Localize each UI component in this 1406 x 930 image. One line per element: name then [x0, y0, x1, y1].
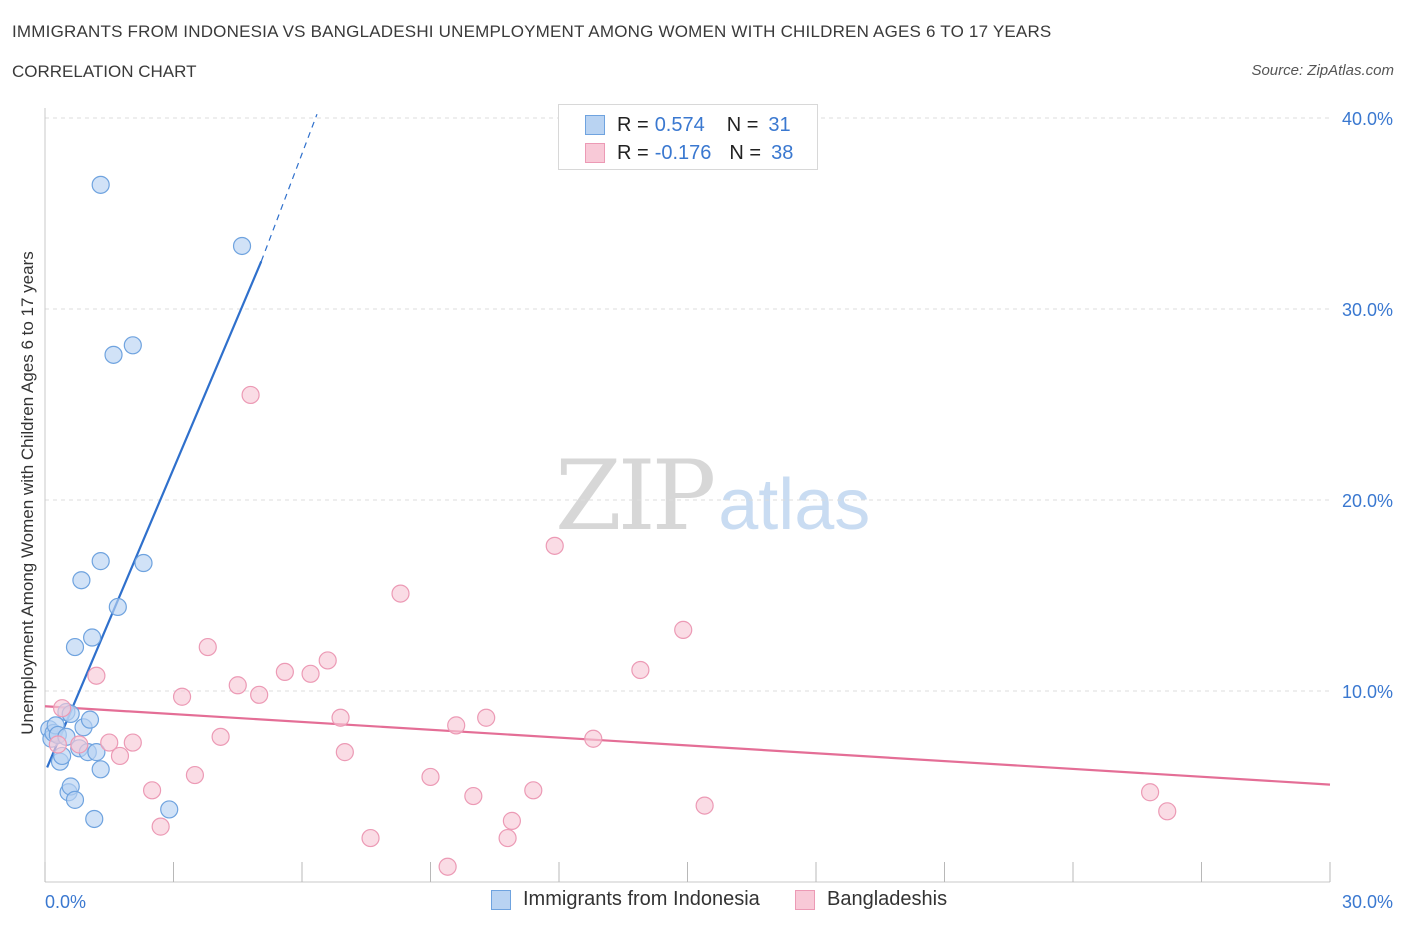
- series-swatch-indonesia: [491, 889, 511, 910]
- correlation-legend: R = 0.574 N = 31 R = -0.176 N = 38: [558, 104, 818, 170]
- trend-line-indonesia: [46, 260, 263, 768]
- data-points: [40, 175, 1177, 876]
- legend-n-label: N =: [726, 113, 759, 136]
- legend-r-label: R =: [617, 141, 649, 164]
- chart-subtitle: CORRELATION CHART: [12, 62, 197, 81]
- point-bangladeshis[interactable]: [421, 767, 440, 787]
- point-bangladeshis[interactable]: [211, 727, 230, 746]
- point-indonesia[interactable]: [65, 637, 85, 657]
- point-bangladeshis[interactable]: [142, 781, 162, 800]
- legend-row-bangladeshis: R = -0.176 N = 38: [585, 139, 793, 167]
- series-legend-bangladeshis[interactable]: Bangladeshis: [795, 888, 947, 911]
- watermark-zip: ZIP: [555, 440, 716, 552]
- series-swatch-bangladeshis: [795, 889, 815, 910]
- point-indonesia[interactable]: [87, 743, 106, 762]
- point-indonesia[interactable]: [91, 175, 110, 194]
- point-bangladeshis[interactable]: [228, 676, 247, 695]
- point-indonesia[interactable]: [65, 790, 85, 809]
- point-bangladeshis[interactable]: [335, 743, 354, 762]
- point-indonesia[interactable]: [83, 628, 102, 647]
- point-bangladeshis[interactable]: [250, 685, 269, 704]
- point-bangladeshis[interactable]: [631, 660, 650, 680]
- chart-title: IMMIGRANTS FROM INDONESIA VS BANGLADESHI…: [12, 22, 1052, 41]
- axes: [44, 108, 1331, 883]
- point-bangladeshis[interactable]: [331, 708, 350, 727]
- point-indonesia[interactable]: [91, 760, 110, 779]
- series-name-indonesia: Immigrants from Indonesia: [523, 888, 760, 910]
- point-indonesia[interactable]: [160, 800, 179, 819]
- point-bangladeshis[interactable]: [1140, 783, 1160, 802]
- point-bangladeshis[interactable]: [584, 729, 603, 748]
- point-bangladeshis[interactable]: [241, 385, 260, 405]
- x-tick-label: 30.0%: [1342, 892, 1393, 912]
- series-legend-indonesia[interactable]: Immigrants from Indonesia: [491, 888, 760, 911]
- point-bangladeshis[interactable]: [53, 699, 72, 718]
- point-bangladeshis[interactable]: [438, 857, 457, 876]
- point-bangladeshis[interactable]: [464, 786, 483, 806]
- point-indonesia[interactable]: [80, 710, 100, 729]
- point-bangladeshis[interactable]: [110, 746, 130, 766]
- point-indonesia[interactable]: [91, 552, 110, 571]
- watermark-atlas: atlas: [718, 465, 871, 545]
- point-indonesia[interactable]: [232, 236, 252, 256]
- point-indonesia[interactable]: [123, 336, 142, 355]
- point-bangladeshis[interactable]: [70, 735, 89, 754]
- point-bangladeshis[interactable]: [391, 584, 410, 603]
- point-bangladeshis[interactable]: [185, 765, 205, 785]
- trend-lines: [44, 113, 1331, 786]
- point-bangladeshis[interactable]: [123, 733, 142, 752]
- point-bangladeshis[interactable]: [477, 708, 496, 727]
- point-indonesia[interactable]: [104, 345, 123, 364]
- point-bangladeshis[interactable]: [545, 536, 564, 555]
- grid-lines: [45, 117, 1330, 692]
- point-bangladeshis[interactable]: [275, 662, 294, 682]
- point-bangladeshis[interactable]: [318, 651, 337, 670]
- point-bangladeshis[interactable]: [1158, 802, 1177, 821]
- trend-line-bangladeshis: [44, 705, 1331, 786]
- point-bangladeshis[interactable]: [48, 735, 67, 754]
- point-bangladeshis[interactable]: [674, 620, 693, 639]
- point-bangladeshis[interactable]: [524, 781, 543, 800]
- y-tick-label: 30.0%: [1342, 300, 1393, 320]
- point-indonesia[interactable]: [134, 553, 153, 573]
- point-bangladeshis[interactable]: [502, 811, 521, 830]
- legend-row-indonesia: R = 0.574 N = 31: [585, 111, 791, 139]
- legend-swatch-bangladeshis: [585, 143, 605, 163]
- point-bangladeshis[interactable]: [498, 828, 517, 848]
- y-tick-label: 40.0%: [1342, 109, 1393, 129]
- legend-r-value-indonesia: 0.574: [654, 113, 705, 136]
- point-bangladeshis[interactable]: [361, 828, 380, 848]
- legend-n-value-bangladeshis: 38: [771, 141, 794, 164]
- point-bangladeshis[interactable]: [172, 687, 192, 706]
- point-bangladeshis[interactable]: [695, 796, 714, 815]
- point-bangladeshis[interactable]: [87, 666, 106, 685]
- y-tick-label: 20.0%: [1342, 491, 1393, 511]
- point-bangladeshis[interactable]: [198, 637, 217, 657]
- tick-labels: 10.0% 20.0% 30.0% 40.0% 0.0% 30.0%: [45, 109, 1393, 912]
- point-indonesia[interactable]: [85, 809, 104, 829]
- series-legend: Immigrants from Indonesia Bangladeshis: [0, 888, 1406, 916]
- legend-r-label: R =: [617, 113, 649, 136]
- point-bangladeshis[interactable]: [100, 733, 119, 752]
- x-tick-label: 0.0%: [45, 892, 86, 912]
- legend-n-value-indonesia: 31: [768, 113, 791, 136]
- point-bangladeshis[interactable]: [151, 817, 170, 836]
- trend-extension-indonesia: [260, 113, 318, 262]
- point-bangladeshis[interactable]: [447, 716, 466, 735]
- point-indonesia[interactable]: [72, 571, 91, 590]
- y-axis-label: Unemployment Among Women with Children A…: [18, 251, 37, 735]
- legend-n-label: N =: [729, 141, 762, 164]
- point-bangladeshis[interactable]: [301, 664, 320, 683]
- point-indonesia[interactable]: [108, 597, 127, 617]
- zipatlas-watermark: ZIPatlas: [555, 440, 870, 552]
- legend-swatch-indonesia: [585, 115, 605, 135]
- legend-r-value-bangladeshis: -0.176: [654, 141, 712, 164]
- y-tick-label: 10.0%: [1342, 682, 1393, 702]
- source-credit: Source: ZipAtlas.com: [1251, 62, 1394, 79]
- series-name-bangladeshis: Bangladeshis: [827, 888, 948, 910]
